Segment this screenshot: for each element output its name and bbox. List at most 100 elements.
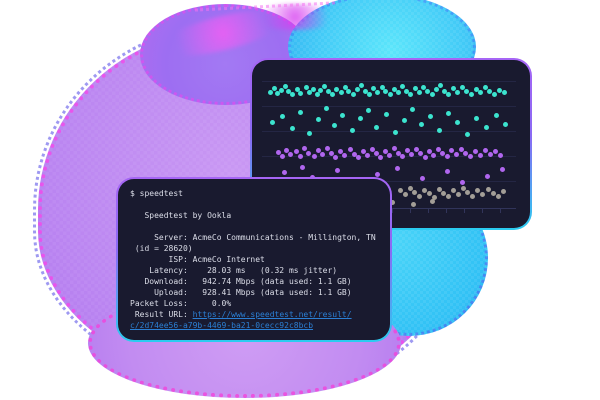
terminal-text: Speedtest by Ookla xyxy=(130,211,232,220)
terminal-line: c/2d74ee56-a79b-4469-ba21-0cecc92c8bcb xyxy=(130,320,386,331)
teal-series-dot xyxy=(496,87,502,93)
chart-gridline xyxy=(262,131,516,132)
teal-series-dot xyxy=(486,88,492,94)
teal-series-dot xyxy=(473,115,479,121)
teal-series-dot xyxy=(321,83,327,89)
teal-series-dot xyxy=(502,121,508,127)
teal-series-dot xyxy=(463,88,469,94)
gray-series-dot xyxy=(464,189,470,195)
terminal-text: Upload: 928.41 Mbps (data used: 1.1 GB) xyxy=(130,288,352,297)
gray-series-dot xyxy=(485,186,491,192)
violet-series-dot xyxy=(472,148,478,154)
teal-series-dot xyxy=(382,88,388,94)
teal-series-dot xyxy=(306,130,312,136)
violet-series-dot xyxy=(422,154,428,160)
violet-series-dot xyxy=(477,152,483,158)
teal-series-dot xyxy=(279,113,285,119)
teal-series-dot xyxy=(383,111,389,117)
teal-series-dot xyxy=(339,112,345,118)
violet-series-dot xyxy=(492,148,498,154)
gray-series-dot xyxy=(450,187,456,193)
violet-series-dot xyxy=(448,147,454,153)
teal-series-dot xyxy=(282,83,288,89)
axis-tick xyxy=(392,208,393,213)
terminal-line: Packet Loss: 0.0% xyxy=(130,298,386,309)
violet-series-dot xyxy=(374,171,380,177)
terminal-line: (id = 28620) xyxy=(130,243,386,254)
violet-series-dot xyxy=(299,164,305,170)
violet-series-dot xyxy=(462,150,468,156)
violet-series-dot xyxy=(419,175,425,181)
teal-series-dot xyxy=(445,110,451,116)
violet-series-dot xyxy=(364,152,370,158)
teal-series-dot xyxy=(454,89,460,95)
teal-series-dot xyxy=(464,131,470,137)
teal-series-dot xyxy=(338,89,344,95)
gray-series-dot xyxy=(445,193,451,199)
violet-series-dot xyxy=(439,150,445,156)
teal-series-dot xyxy=(297,90,303,96)
teal-series-dot xyxy=(297,109,303,115)
gray-series-dot xyxy=(474,187,480,193)
violet-series-dot xyxy=(297,153,303,159)
violet-series-dot xyxy=(334,167,340,173)
axis-tick xyxy=(482,208,483,213)
terminal-line: $ speedtest xyxy=(130,188,386,199)
violet-series-dot xyxy=(467,153,473,159)
terminal-text xyxy=(130,222,135,231)
teal-series-dot xyxy=(409,106,415,112)
violet-series-dot xyxy=(497,152,503,158)
teal-series-dot xyxy=(445,91,451,97)
teal-series-dot xyxy=(477,89,483,95)
gray-series-dot xyxy=(495,193,501,199)
violet-series-dot xyxy=(301,145,307,151)
violet-series-dot xyxy=(394,165,400,171)
teal-series-dot xyxy=(358,82,364,88)
terminal-text: Server: AcmeCo Communications - Millingt… xyxy=(130,233,376,242)
teal-series-dot xyxy=(271,85,277,91)
teal-series-dot xyxy=(454,119,460,125)
teal-series-dot xyxy=(468,91,474,97)
terminal-output: $ speedtest Speedtest by Ookla Server: A… xyxy=(130,188,386,336)
gray-series-dot xyxy=(490,190,496,196)
teal-series-dot xyxy=(374,89,380,95)
violet-series-dot xyxy=(332,154,338,160)
teal-series-dot xyxy=(269,119,275,125)
violet-series-dot xyxy=(484,173,490,179)
violet-series-dot xyxy=(444,153,450,159)
cloud-pink-streak xyxy=(155,0,291,66)
teal-series-dot xyxy=(437,82,443,88)
teal-series-dot xyxy=(407,91,413,97)
teal-series-dot xyxy=(373,124,379,130)
violet-series-dot xyxy=(311,153,317,159)
teal-series-dot xyxy=(349,127,355,133)
axis-tick xyxy=(410,208,411,213)
violet-series-dot xyxy=(499,166,505,172)
teal-series-dot xyxy=(424,88,430,94)
cloud-magenta-streak xyxy=(250,4,340,30)
terminal-text: Packet Loss: 0.0% xyxy=(130,299,232,308)
gray-series-dot xyxy=(426,190,432,196)
chart-gridline xyxy=(262,81,516,82)
result-url-link[interactable]: c/2d74ee56-a79b-4469-ba21-0cecc92c8bcb xyxy=(130,321,314,330)
axis-tick xyxy=(446,208,447,213)
teal-series-dot xyxy=(483,124,489,130)
gray-series-dot xyxy=(469,193,475,199)
violet-series-dot xyxy=(355,154,361,160)
result-url-link[interactable]: https://www.speedtest.net/result/ xyxy=(192,310,352,319)
teal-series-dot xyxy=(357,115,363,121)
teal-series-dot xyxy=(436,127,442,133)
terminal-line: Result URL: https://www.speedtest.net/re… xyxy=(130,309,386,320)
violet-series-dot xyxy=(430,152,436,158)
terminal-window: $ speedtest Speedtest by Ookla Server: A… xyxy=(116,177,392,342)
gray-series-dot xyxy=(429,198,435,204)
violet-series-dot xyxy=(281,169,287,175)
teal-series-dot xyxy=(482,84,488,90)
terminal-text: Result URL: xyxy=(130,310,193,319)
teal-series-dot xyxy=(387,91,393,97)
teal-series-dot xyxy=(310,86,316,92)
terminal-line: Latency: 28.03 ms (0.32 ms jitter) xyxy=(130,265,386,276)
gray-series-dot xyxy=(410,201,416,207)
terminal-line: Upload: 928.41 Mbps (data used: 1.1 GB) xyxy=(130,287,386,298)
